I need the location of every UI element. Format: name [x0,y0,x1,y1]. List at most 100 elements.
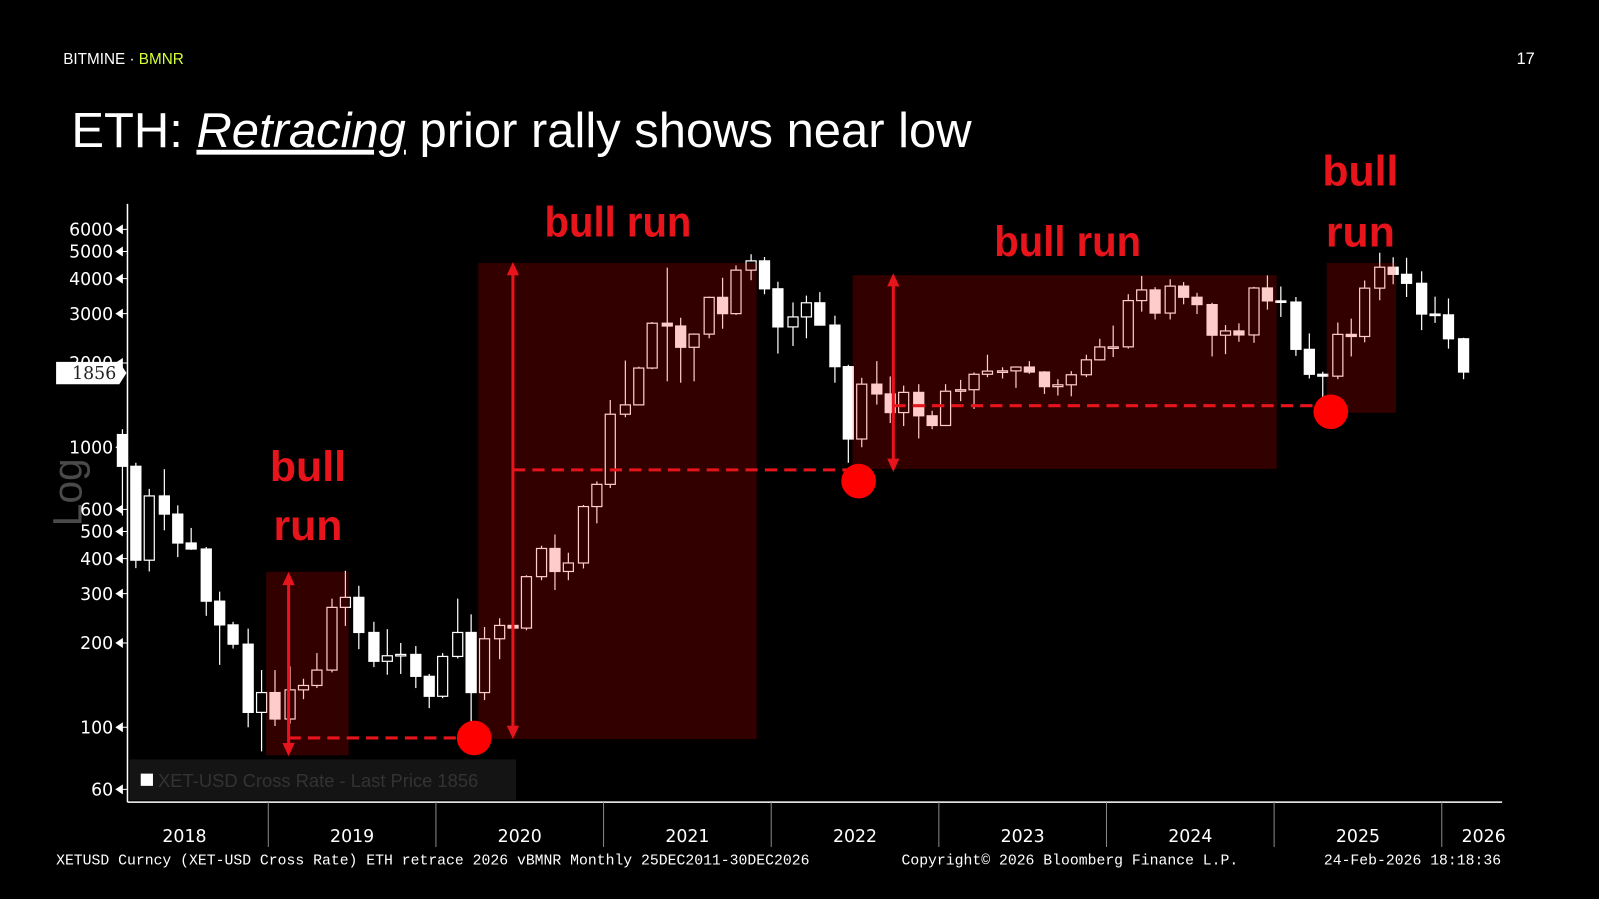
y-tick-label: 4000 [69,270,113,290]
candle-body [646,322,658,369]
candle-body [1164,285,1176,314]
candle-body [1052,384,1064,388]
candle-body [172,513,184,544]
candle-body [1387,266,1399,275]
candle-body [1191,296,1203,306]
candle-body [871,383,883,395]
y-tick-label: 5000 [69,243,113,263]
candle-body [913,391,925,417]
y-tick-mark [115,526,128,537]
legend-box [129,759,517,801]
y-tick-label: 400 [80,550,113,570]
candle-body [423,675,435,697]
candle-body [1149,289,1161,314]
candle-body [549,547,561,573]
candle-body [200,548,212,602]
candle-body [1177,285,1190,298]
y-tick-mark [115,246,128,257]
candle-body [1065,374,1077,386]
x-tick-label: 2026 [1462,827,1506,847]
candle-body [1010,366,1022,372]
candle-body [814,302,826,326]
candle-body [842,366,854,440]
arrows [282,261,900,757]
annotation: run [1326,209,1395,257]
last-price: 1856 [72,364,116,384]
y-tick-label: 200 [80,634,113,654]
low-marker [1313,394,1349,430]
candle-body [535,547,548,578]
annotation: bull [270,443,346,491]
y-tick-mark [115,637,128,648]
x-tick-label: 2018 [162,827,206,847]
candle-body [493,624,506,640]
y-tick-mark [115,784,128,795]
x-tick-label: 2019 [330,827,374,847]
dashed-lines [288,404,1326,740]
footnote: Copyright© 2026 Bloomberg Finance L.P. [901,853,1238,869]
candle-body [1094,346,1106,361]
header: BITMINE · BMNR [63,51,184,68]
candle-body [577,505,590,564]
candle-body [1107,346,1119,349]
candle-body [1206,303,1218,336]
highlight-region [478,262,757,739]
y-tick-mark [115,722,128,733]
title-emphasis: Retracing [196,104,405,158]
candle-body [884,393,896,414]
ticker: BMNR [139,51,184,68]
candle-body [1332,333,1344,377]
y-tick-label: 600 [80,500,113,520]
x-tick-label: 2025 [1336,827,1380,847]
candle-body [787,316,799,328]
candle-body [591,483,603,508]
candle-body [856,383,868,440]
candle-body [703,296,715,335]
candle-body [242,643,254,713]
x-tick-label: 2021 [665,827,709,847]
y-tick-label: 3000 [69,305,113,325]
candle-body [688,333,700,348]
candle-body [297,684,310,691]
y-tick-mark [115,308,128,319]
candle-body [1233,330,1245,336]
candle-body [604,413,616,485]
y-axis-label: Log [45,458,91,526]
page-number: 17 [1517,50,1535,68]
y-tick-label: 100 [80,718,113,738]
candle-body [1219,330,1232,336]
y-tick-mark [115,273,128,284]
y-tick-mark [115,553,128,564]
candle-body [1023,366,1036,373]
candle-body [326,606,338,671]
y-tick-mark [115,442,128,453]
title-part: ETH: [71,104,196,158]
candle-body [1429,313,1441,317]
y-tick-label: 1000 [69,438,113,458]
legend: XET-USD Cross Rate - Last Price 1856 [129,759,517,801]
candle-body [1290,301,1302,350]
footnote: XETUSD Curncy (XET-USD Cross Rate) ETH r… [56,853,809,869]
candle-body [311,669,323,687]
candle-body [1275,300,1287,304]
low-marker [841,463,876,499]
last-price-tag: 1856 [56,361,127,385]
candle-body [1442,314,1455,340]
candle-body [619,404,632,415]
candle-body [1248,287,1260,336]
highlight-region [852,275,1277,469]
candle-body [130,465,142,561]
candle-body [339,596,352,608]
candle-body [368,631,380,662]
candle-body [633,367,645,406]
candle-body [478,638,491,694]
candle-body [143,495,155,561]
candle-body [436,655,449,697]
candle-body [1416,282,1428,315]
candle-body [158,495,170,515]
candle-body [227,624,239,645]
annotation: bull run [994,218,1141,266]
y-tick-label: 500 [80,523,113,543]
candle-body [185,542,197,550]
